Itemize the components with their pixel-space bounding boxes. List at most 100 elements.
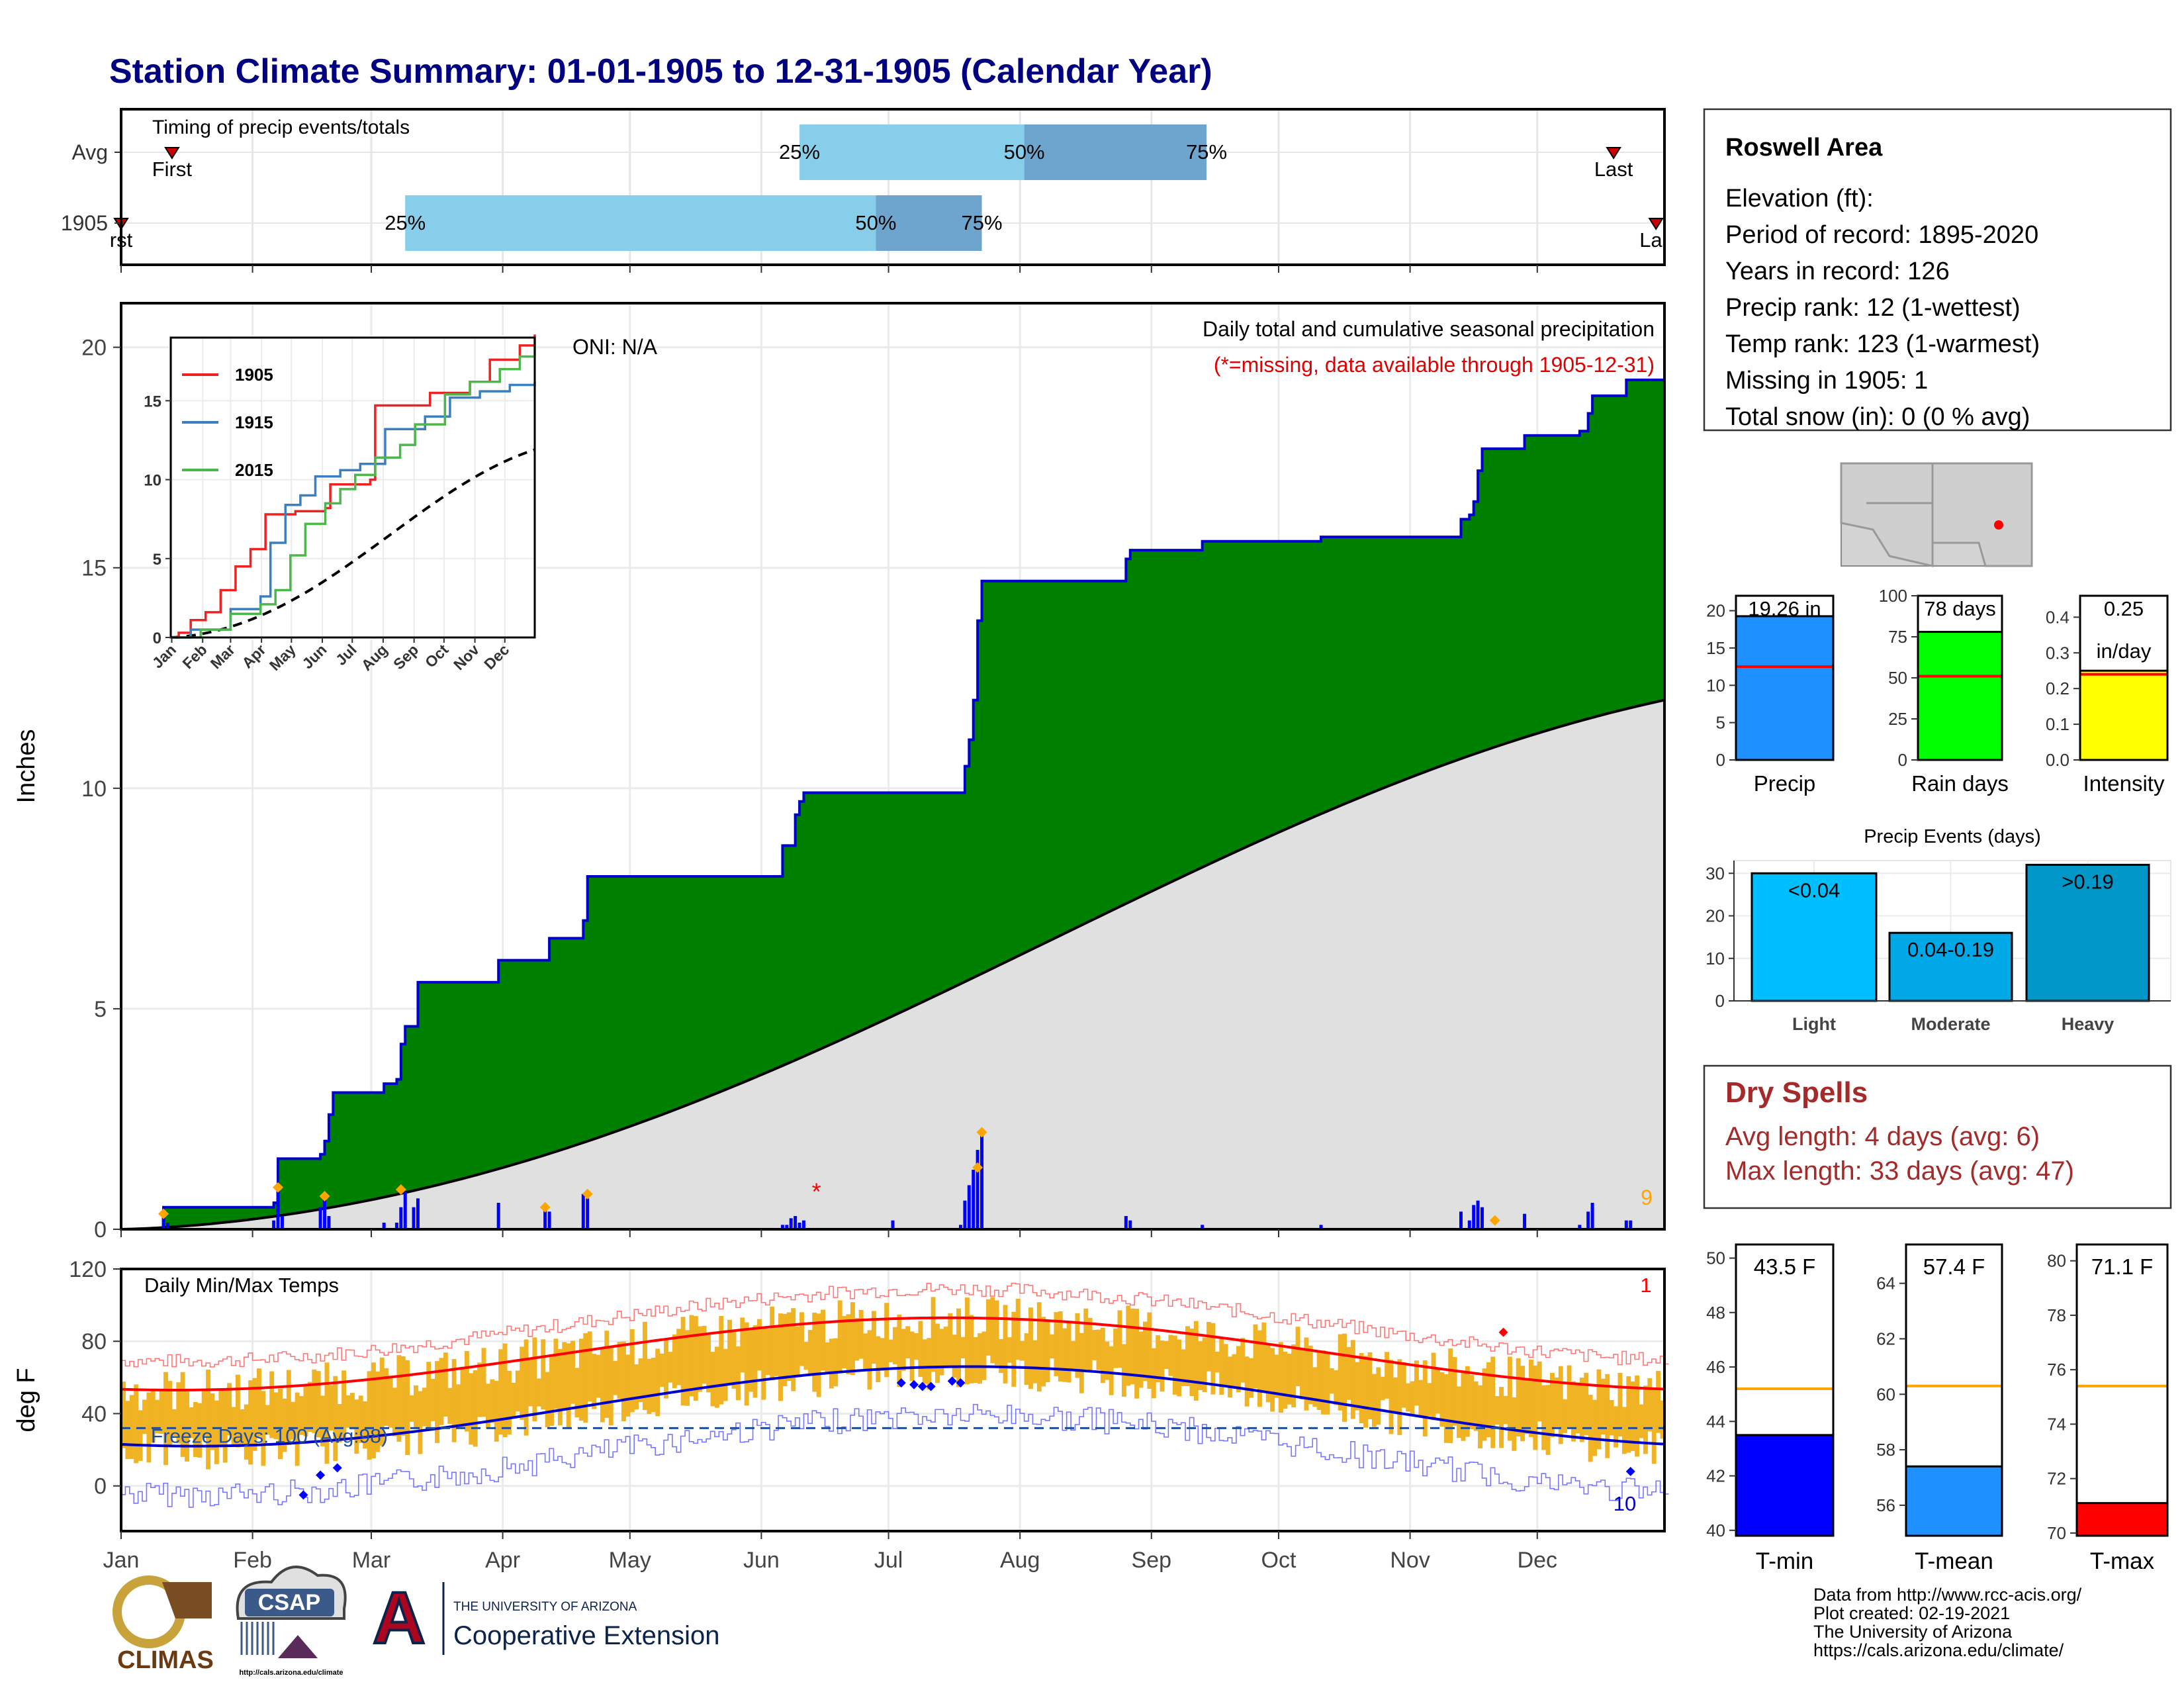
daily-temp-bar bbox=[528, 1359, 533, 1407]
daily-temp-bar bbox=[1355, 1362, 1360, 1411]
daily-temp-bar bbox=[541, 1339, 546, 1410]
daily-temp-bar bbox=[1223, 1344, 1228, 1387]
daily-temp-bar bbox=[765, 1329, 770, 1376]
inset-ytick-label: 0 bbox=[153, 630, 161, 647]
daily-temp-bar bbox=[1160, 1340, 1165, 1392]
daily-temp-bar bbox=[1092, 1329, 1097, 1360]
precip-extreme-diamond bbox=[319, 1191, 330, 1202]
daily-temp-bar bbox=[422, 1387, 427, 1427]
daily-temp-bar bbox=[570, 1340, 576, 1404]
daily-temp-bar bbox=[655, 1348, 660, 1417]
daily-temp-bar bbox=[634, 1364, 639, 1410]
csap-logo-text: CSAP bbox=[258, 1590, 320, 1615]
record-max-line bbox=[121, 1282, 1669, 1368]
events-ytick-label: 0 bbox=[1715, 991, 1725, 1011]
daily-temp-bar bbox=[1541, 1385, 1547, 1450]
summary-bar-ytick-label: 50 bbox=[1888, 668, 1907, 688]
average-min-temp-line bbox=[120, 1365, 1665, 1448]
daily-precip-bar bbox=[280, 1216, 284, 1229]
summary-bar-ytick-label: 0 bbox=[1716, 750, 1725, 770]
daily-temp-bar bbox=[439, 1358, 444, 1425]
summary-bar-ytick-label: 10 bbox=[1706, 675, 1725, 695]
daily-temp-bar bbox=[282, 1398, 287, 1452]
daily-temp-bar bbox=[1193, 1321, 1199, 1401]
daily-temp-bar bbox=[1584, 1372, 1589, 1436]
daily-temp-bar bbox=[375, 1371, 381, 1452]
temp-bar-ytick-label: 80 bbox=[2047, 1251, 2066, 1271]
summary-bar-value: 0.25 bbox=[2104, 597, 2144, 620]
daily-temp-bar bbox=[846, 1314, 851, 1375]
month-axis-label: Dec bbox=[1518, 1548, 1557, 1573]
daily-temp-bar bbox=[943, 1327, 948, 1368]
daily-temp-bar bbox=[643, 1321, 647, 1411]
daily-temp-bar bbox=[295, 1392, 300, 1466]
daily-temp-bar bbox=[1596, 1369, 1602, 1450]
daily-temp-bar bbox=[1151, 1348, 1156, 1399]
daily-temp-bar bbox=[1545, 1385, 1551, 1455]
daily-temp-bar bbox=[1503, 1395, 1508, 1425]
dry-title: Dry Spells bbox=[1725, 1076, 1868, 1109]
daily-temp-bar bbox=[731, 1331, 737, 1389]
temp-summary-label: T-max bbox=[2090, 1548, 2155, 1574]
daily-temp-bar bbox=[269, 1371, 275, 1438]
daily-temp-bar bbox=[155, 1399, 160, 1434]
daily-precip-bar bbox=[963, 1200, 967, 1229]
cumulative-surplus-area bbox=[121, 379, 1664, 1229]
daily-temp-bar bbox=[931, 1297, 936, 1372]
daily-precip-bar bbox=[1590, 1203, 1594, 1229]
daily-temp-bar bbox=[604, 1331, 610, 1418]
daily-temp-bar bbox=[698, 1326, 703, 1392]
record-min-diamond bbox=[909, 1380, 919, 1389]
daily-temp-bar bbox=[405, 1360, 410, 1456]
daily-temp-bar bbox=[578, 1338, 584, 1421]
daily-temp-bar bbox=[621, 1341, 626, 1422]
timing-p50-label: 50% bbox=[855, 211, 896, 234]
daily-temp-bar bbox=[451, 1359, 457, 1442]
missing-day-marker: * bbox=[812, 1178, 821, 1205]
daily-precip-bar bbox=[412, 1207, 416, 1229]
daily-temp-bar bbox=[1651, 1389, 1657, 1464]
station-info-line: Precip rank: 12 (1-wettest) bbox=[1725, 294, 2021, 322]
daily-temp-bar bbox=[905, 1326, 911, 1359]
summary-bar bbox=[2079, 669, 2169, 761]
daily-temp-bar bbox=[1261, 1322, 1267, 1392]
temp-bar-ytick-label: 56 bbox=[1876, 1495, 1895, 1515]
daily-precip-bar bbox=[394, 1223, 398, 1229]
daily-temp-bar bbox=[227, 1383, 232, 1436]
daily-temp-bar bbox=[303, 1386, 308, 1436]
daily-temp-bar bbox=[435, 1361, 439, 1443]
record-max-diamond bbox=[1498, 1327, 1508, 1337]
daily-temp-bar bbox=[240, 1409, 245, 1447]
station-name: Roswell Area bbox=[1725, 134, 1883, 162]
daily-temp-bar bbox=[286, 1370, 291, 1445]
daily-temp-bar bbox=[1617, 1372, 1623, 1436]
summary-bar-ytick-label: 100 bbox=[1879, 586, 1907, 606]
daily-temp-bar bbox=[782, 1313, 788, 1387]
station-info-line: Elevation (ft): bbox=[1725, 185, 1874, 212]
daily-temp-bar bbox=[871, 1311, 876, 1364]
station-location-marker bbox=[1994, 520, 2003, 530]
daily-temp-bar bbox=[863, 1333, 868, 1371]
record-min-diamond bbox=[316, 1470, 326, 1480]
page-title: Station Climate Summary: 01-01-1905 to 1… bbox=[109, 52, 1212, 91]
daily-temp-bar bbox=[1554, 1377, 1559, 1427]
daily-temp-bar bbox=[1287, 1353, 1292, 1405]
daily-precip-bar bbox=[403, 1192, 407, 1229]
daily-precip-bar bbox=[1476, 1200, 1480, 1229]
daily-temp-bar bbox=[964, 1297, 970, 1385]
daily-temp-bar bbox=[201, 1389, 206, 1437]
record-min-diamond bbox=[1625, 1466, 1635, 1476]
daily-temp-bar bbox=[1096, 1329, 1101, 1370]
daily-temp-bar bbox=[1066, 1322, 1071, 1383]
daily-temp-bar bbox=[1367, 1352, 1373, 1419]
daily-precip-bar bbox=[891, 1220, 895, 1229]
daily-temp-bar bbox=[1621, 1407, 1627, 1454]
daily-temp-bar bbox=[460, 1366, 465, 1429]
daily-precip-bar bbox=[794, 1216, 797, 1229]
precip-extreme-diamond bbox=[273, 1182, 284, 1193]
cumulative-1905-line bbox=[121, 378, 1664, 1231]
daily-temp-bar bbox=[1435, 1368, 1440, 1414]
daily-temp-bar bbox=[867, 1330, 872, 1390]
average-max-temp-line bbox=[120, 1316, 1665, 1391]
daily-temp-bar bbox=[515, 1370, 520, 1412]
